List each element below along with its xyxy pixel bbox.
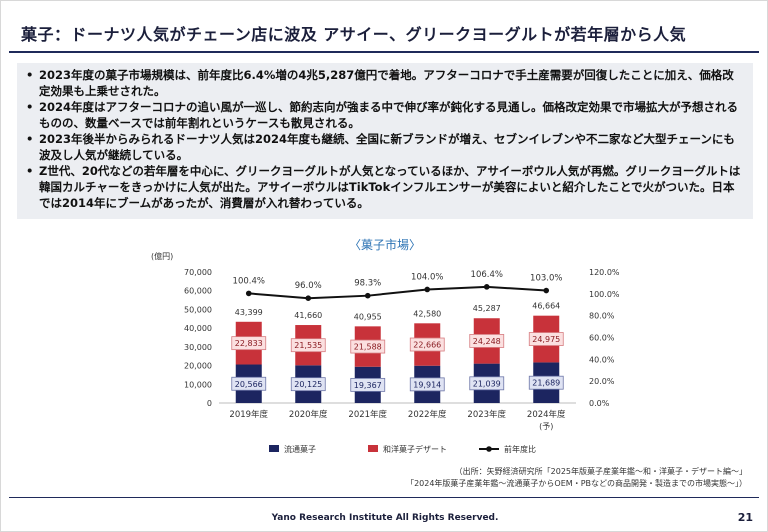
page-number: 21 bbox=[737, 511, 753, 524]
data-label-box bbox=[290, 377, 326, 392]
summary-bullet: 2023年度の菓子市場規模は、前年度比6.4%増の4兆5,287億円で着地。アフ… bbox=[26, 67, 745, 99]
x-tick-label: 2019年度 bbox=[229, 409, 268, 420]
data-label-box bbox=[231, 376, 267, 391]
copyright-footer: Yano Research Institute All Rights Reser… bbox=[271, 513, 499, 523]
y2-tick-label: 40.0% bbox=[589, 355, 615, 364]
data-label-wayogashi-dessert: 24,248 bbox=[473, 337, 501, 346]
data-label-yoy: 96.0% bbox=[295, 281, 322, 291]
slide-title: 菓子：ドーナツ人気がチェーン店に波及 アサイー、グリークヨーグルトが若年層から人… bbox=[21, 25, 687, 44]
legend-label-ryutsu-kashi: 流通菓子 bbox=[284, 444, 316, 454]
x-tick-label: 2024年度 bbox=[527, 409, 566, 420]
data-label-box bbox=[290, 338, 326, 353]
summary-bullet: 2023年後半からみられるドーナツ人気は2024年度も継続、全国に新ブランドが増… bbox=[26, 131, 745, 163]
source-note: （出所：矢野経済研究所「2025年版菓子産業年鑑～和・洋菓子・デザート編～」 「… bbox=[406, 466, 747, 490]
line-point-yoy bbox=[424, 286, 431, 293]
legend-label-wayogashi-dessert: 和洋菓子デザート bbox=[383, 444, 447, 454]
x-tick-note: (予) bbox=[539, 422, 553, 431]
data-label-ryutsu-kashi: 21,039 bbox=[473, 379, 501, 388]
line-point-yoy bbox=[364, 292, 371, 299]
y-tick-label: 0 bbox=[207, 399, 212, 408]
x-tick-label: 2022年度 bbox=[408, 409, 447, 420]
data-label-yoy: 100.4% bbox=[233, 276, 265, 286]
data-label-box bbox=[409, 337, 445, 352]
data-label-yoy: 98.3% bbox=[354, 279, 381, 289]
y-tick-label: 70,000 bbox=[184, 268, 212, 277]
chart-title: 〈菓子市場〉 bbox=[348, 238, 421, 252]
y-tick-label: 60,000 bbox=[184, 287, 212, 296]
line-point-yoy bbox=[483, 284, 490, 290]
y2-tick-label: 100.0% bbox=[589, 290, 620, 299]
market-chart: (億円) 0 10,000 20,000 30,000 40,000 50,000 60,00… bbox=[151, 251, 620, 454]
x-tick-label: 2021年度 bbox=[348, 409, 387, 420]
legend-marker-yoy bbox=[486, 446, 492, 452]
y2-tick-label: 120.0% bbox=[589, 268, 620, 277]
data-label-wayogashi-dessert: 24,975 bbox=[532, 335, 560, 344]
y2-tick-label: 80.0% bbox=[589, 312, 615, 321]
y2-tick-label: 20.0% bbox=[589, 377, 615, 386]
data-label-yoy: 103.0% bbox=[530, 274, 562, 284]
data-label-total: 46,664 bbox=[532, 302, 560, 311]
legend-swatch-ryutsu-kashi bbox=[269, 445, 279, 452]
data-label-box bbox=[528, 332, 564, 346]
data-label-box bbox=[409, 377, 445, 392]
line-point-yoy bbox=[245, 290, 252, 297]
data-label-total: 40,955 bbox=[354, 312, 382, 321]
legend-label-yoy: 前年度比 bbox=[504, 444, 536, 454]
data-label-box bbox=[231, 336, 267, 351]
y-tick-label: 20,000 bbox=[184, 362, 212, 371]
y2-tick-label: 0.0% bbox=[589, 399, 610, 408]
data-label-box bbox=[528, 375, 564, 390]
data-label-box bbox=[469, 376, 505, 391]
y-tick-label: 40,000 bbox=[184, 324, 212, 333]
data-label-total: 41,660 bbox=[294, 311, 322, 320]
data-label-ryutsu-kashi: 21,689 bbox=[532, 379, 560, 388]
data-label-yoy: 106.4% bbox=[471, 270, 503, 280]
line-series-yoy bbox=[248, 285, 547, 300]
data-label-ryutsu-kashi: 20,125 bbox=[294, 380, 322, 389]
data-label-wayogashi-dessert: 22,833 bbox=[235, 339, 263, 348]
x-tick-label: 2023年度 bbox=[467, 409, 506, 420]
data-label-wayogashi-dessert: 21,535 bbox=[294, 341, 322, 350]
data-label-total: 42,580 bbox=[413, 309, 441, 318]
data-label-box bbox=[350, 339, 386, 354]
y2-tick-label: 60.0% bbox=[589, 334, 615, 343]
summary-bullet: 2024年度はアフターコロナの追い風が一巡し、節約志向が強まる中で伸び率が鈍化す… bbox=[26, 99, 745, 131]
y-tick-label: 50,000 bbox=[184, 305, 212, 314]
data-label-box bbox=[350, 377, 386, 392]
y-axis-unit-label: (億円) bbox=[151, 251, 173, 261]
data-label-total: 43,399 bbox=[235, 308, 263, 317]
data-label-box bbox=[469, 334, 505, 348]
data-label-wayogashi-dessert: 21,588 bbox=[354, 343, 382, 352]
line-point-yoy bbox=[543, 287, 550, 294]
source-line: 「2024年版菓子産業年鑑～流通菓子からOEM・PBなどの商品開発・製造までの市… bbox=[406, 479, 747, 488]
data-label-ryutsu-kashi: 19,914 bbox=[413, 380, 441, 389]
summary-list: 2023年度の菓子市場規模は、前年度比6.4%増の4兆5,287億円で着地。アフ… bbox=[26, 67, 745, 211]
legend-swatch-wayogashi-dessert bbox=[368, 445, 378, 452]
y-tick-label: 10,000 bbox=[184, 380, 212, 389]
data-label-ryutsu-kashi: 19,367 bbox=[354, 381, 382, 390]
summary-box: 2023年度の菓子市場規模は、前年度比6.4%増の4兆5,287億円で着地。アフ… bbox=[17, 63, 753, 219]
footer-divider bbox=[9, 497, 759, 498]
line-point-yoy bbox=[305, 295, 312, 302]
data-label-ryutsu-kashi: 20,566 bbox=[235, 380, 263, 389]
summary-bullet: Z世代、20代などの若年層を中心に、グリークヨーグルトが人気となっているほか、ア… bbox=[26, 163, 745, 211]
data-label-yoy: 104.0% bbox=[411, 272, 443, 282]
y-tick-label: 30,000 bbox=[184, 343, 212, 352]
source-line: （出所：矢野経済研究所「2025年版菓子産業年鑑～和・洋菓子・デザート編～」 bbox=[454, 467, 747, 476]
data-label-total: 45,287 bbox=[473, 304, 501, 313]
title-divider bbox=[9, 51, 759, 53]
data-label-wayogashi-dessert: 22,666 bbox=[413, 341, 441, 350]
x-tick-label: 2020年度 bbox=[289, 409, 328, 420]
